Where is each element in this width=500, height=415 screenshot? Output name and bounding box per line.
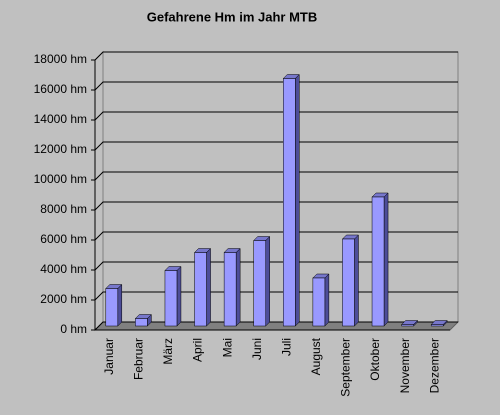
x-tick-label: März [161,338,175,365]
side-wall [94,50,104,332]
grid-line [94,231,458,241]
y-tick-label: 10000 hm [34,172,87,186]
x-tick-label: Januar [102,338,116,375]
grid-line [94,291,458,301]
bar [342,238,355,327]
bar [401,324,414,327]
x-tick-label: Februar [132,338,146,380]
back-wall [102,51,459,323]
bar-side [265,235,270,327]
bar [164,270,178,327]
bar [371,196,385,327]
x-tick-label: November [398,338,412,393]
grid-line [94,81,458,91]
bar-side [383,192,389,327]
bar [430,324,444,327]
x-tick-label: September [339,338,353,397]
chart-title: Gefahrene Hm im Jahr MTB [147,9,318,24]
y-tick-label: 16000 hm [34,82,87,96]
grid-line [94,201,458,211]
y-tick-label: 6000 hm [40,232,87,246]
y-tick-label: 8000 hm [40,202,87,216]
bar [223,252,237,327]
x-tick-label: Juni [250,338,264,360]
bar-side [295,73,300,327]
grid-line [94,51,458,61]
bar-side [206,247,211,327]
grid-line [94,111,458,121]
bar [194,252,207,327]
y-tick-label: 12000 hm [34,142,87,156]
grid-line [94,321,458,331]
y-tick-label: 4000 hm [40,262,87,276]
grid-line [94,261,458,271]
bar [312,277,326,327]
bar-side [354,234,359,327]
bar-side [235,247,241,327]
x-tick-label: August [309,337,323,375]
bar [283,78,296,327]
y-tick-label: 14000 hm [34,112,87,126]
bar-side [117,283,123,327]
y-tick-label: 18000 hm [34,52,87,66]
bar-side [176,265,182,327]
grid-line [94,141,458,151]
bar [105,288,119,327]
x-tick-label: Mai [220,338,234,357]
x-tick-label: Oktober [368,338,382,381]
bar [135,318,148,327]
grid-line [94,171,458,181]
x-tick-label: Juli [279,338,293,356]
bar-side [324,273,330,327]
x-tick-label: Dezember [427,338,441,393]
y-tick-label: 2000 hm [40,292,87,306]
x-tick-label: April [191,338,205,362]
bar [253,240,266,327]
y-tick-label: 0 hm [60,322,87,336]
